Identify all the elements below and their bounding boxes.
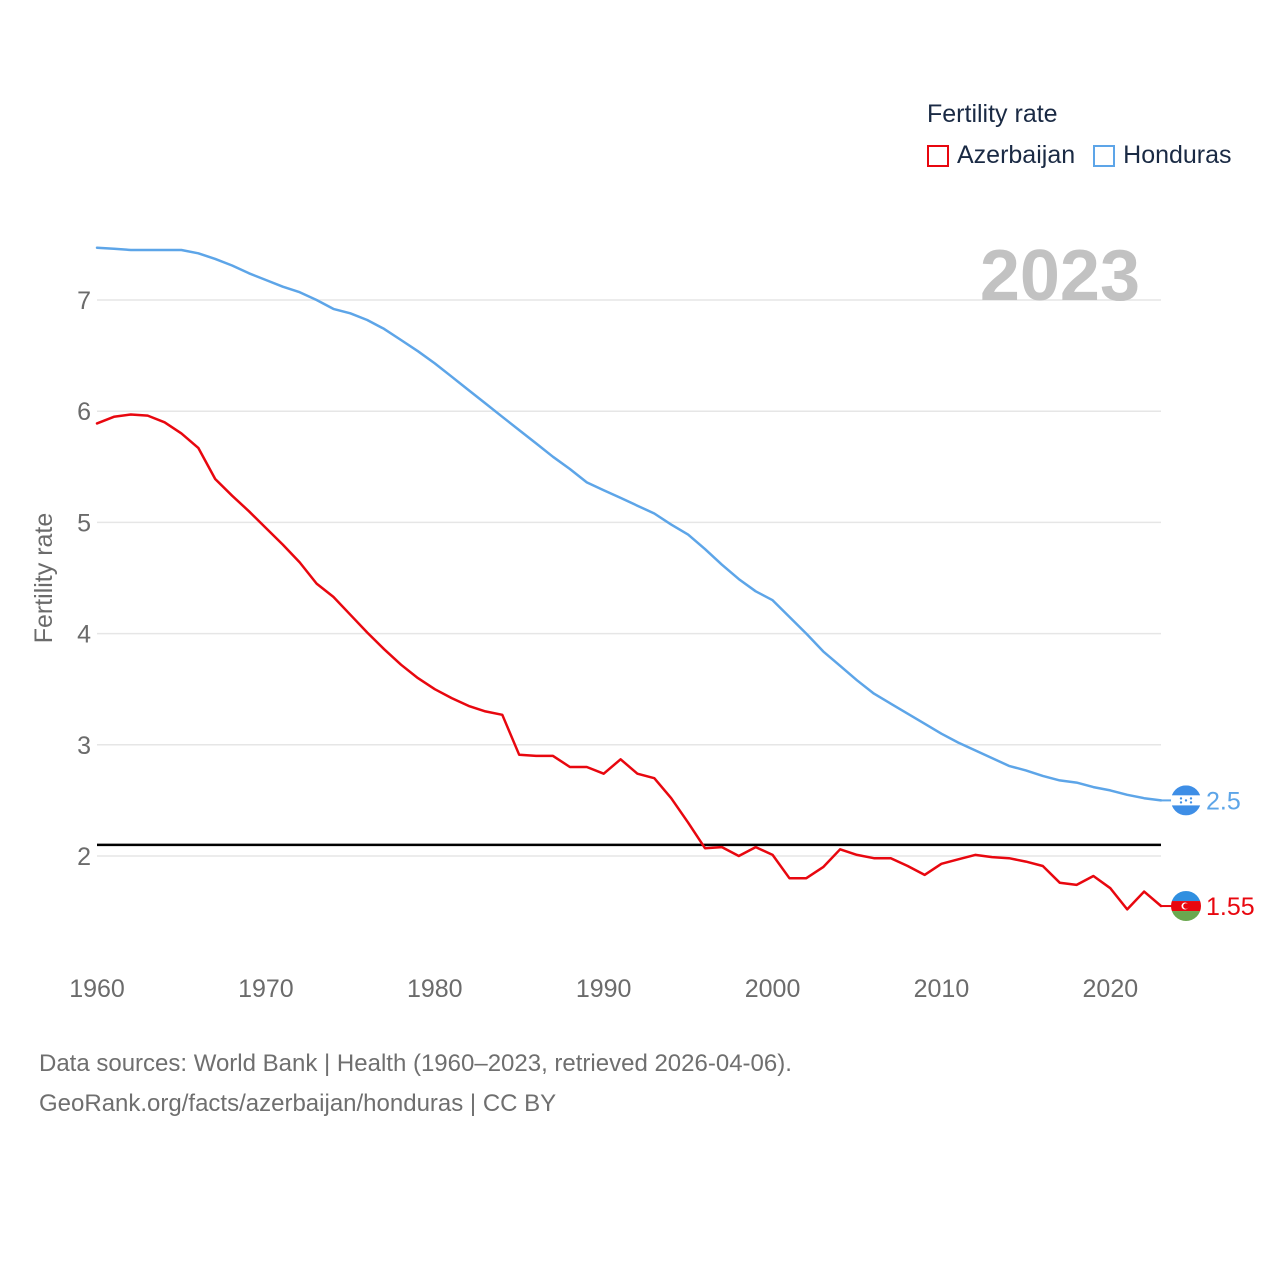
x-tick-label: 2000: [745, 975, 801, 1003]
x-tick-label: 1970: [238, 975, 294, 1003]
azerbaijan-flag-icon: [1171, 891, 1201, 922]
y-tick-label: 7: [77, 287, 91, 315]
x-axis-ticks: 1960 1970 1980 1990 2000 2010 2020: [69, 975, 1138, 1003]
legend-swatch-honduras: [1093, 144, 1116, 167]
legend-label-honduras: Honduras: [1123, 141, 1232, 169]
legend: Azerbaijan Honduras: [927, 141, 1250, 170]
series-line-azerbaijan[interactable]: [95, 413, 1163, 911]
source-note: Data sources: World Bank | Health (1960–…: [39, 1044, 792, 1124]
y-tick-label: 2: [77, 843, 91, 871]
y-axis-ticks: 2 3 4 5 6 7: [77, 287, 91, 871]
grid-lines: [97, 299, 1161, 857]
end-label-honduras: 2.5: [1206, 787, 1241, 815]
honduras-flag-icon: [1171, 785, 1201, 816]
legend-item-azerbaijan[interactable]: Azerbaijan: [927, 141, 1075, 170]
y-tick-label: 4: [77, 621, 91, 649]
source-line-1: Data sources: World Bank | Health (1960–…: [39, 1050, 792, 1077]
legend-item-honduras[interactable]: Honduras: [1093, 141, 1232, 170]
series-layer: [95, 246, 1163, 911]
x-tick-label: 2010: [914, 975, 970, 1003]
legend-label-azerbaijan: Azerbaijan: [957, 141, 1076, 169]
source-line-2[interactable]: GeoRank.org/facts/azerbaijan/honduras | …: [39, 1090, 557, 1117]
end-label-azerbaijan: 1.55: [1206, 893, 1255, 921]
y-axis-label: Fertility rate: [30, 513, 58, 644]
x-tick-label: 2020: [1083, 975, 1139, 1003]
series-line-honduras[interactable]: [95, 246, 1163, 802]
year-label: 2023: [980, 236, 1140, 316]
y-tick-label: 3: [77, 732, 91, 760]
end-markers: 1.55 2.5: [1161, 785, 1255, 922]
y-tick-label: 6: [77, 398, 91, 426]
y-tick-label: 5: [77, 509, 91, 537]
x-tick-label: 1980: [407, 975, 463, 1003]
x-tick-label: 1960: [69, 975, 125, 1003]
legend-swatch-azerbaijan: [927, 144, 949, 167]
x-tick-label: 1990: [576, 975, 632, 1003]
legend-title: Fertility rate: [927, 100, 1058, 128]
